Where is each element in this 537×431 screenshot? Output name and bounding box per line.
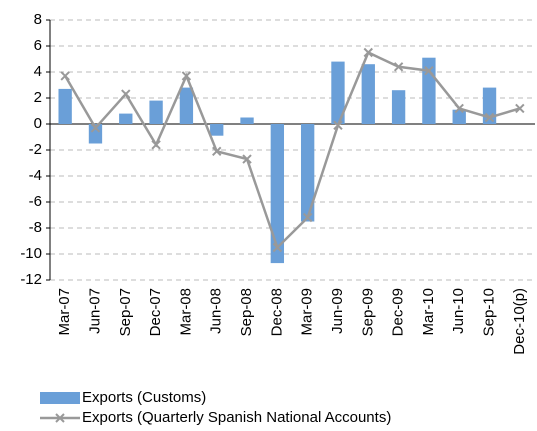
- x-tick-label: Jun-09: [329, 288, 346, 334]
- line-marker: [242, 154, 252, 164]
- y-tick-label: -12: [20, 271, 42, 288]
- legend-marker: [55, 413, 65, 423]
- x-tick-label: Jun-08: [208, 288, 225, 334]
- bar: [452, 109, 466, 124]
- line-marker: [151, 140, 161, 150]
- legend-label: Exports (Quarterly Spanish National Acco…: [82, 409, 391, 426]
- line-marker: [484, 112, 495, 123]
- bar: [179, 87, 194, 124]
- line-marker: [393, 62, 404, 72]
- bar: [391, 90, 406, 124]
- bar: [270, 124, 285, 264]
- x-tick-label: Dec-09: [390, 288, 407, 336]
- legend-label: Exports (Customs): [82, 389, 206, 406]
- line-marker: [272, 242, 283, 253]
- line-marker: [90, 123, 101, 133]
- line-marker: [212, 146, 222, 157]
- line-marker: [424, 65, 434, 76]
- line-marker: [60, 71, 70, 81]
- y-tick-label: -6: [29, 193, 42, 210]
- x-tick-label: Jun-10: [450, 288, 467, 334]
- x-tick-label: Sep-07: [117, 288, 134, 336]
- bar: [361, 64, 375, 124]
- line-marker: [181, 71, 192, 81]
- x-tick-label: Sep-08: [238, 288, 255, 336]
- x-tick-label: Dec-07: [147, 288, 164, 336]
- line-marker: [302, 212, 313, 223]
- bar: [88, 124, 103, 144]
- line-marker: [333, 120, 343, 131]
- x-tick-label: Sep-09: [359, 288, 376, 336]
- bar: [119, 113, 133, 124]
- bar: [210, 124, 224, 136]
- line-marker: [515, 103, 525, 114]
- x-tick-label: Jun-07: [86, 288, 103, 334]
- x-tick-label: Dec-08: [268, 288, 285, 336]
- x-tick-label: Mar-07: [56, 288, 73, 336]
- bar: [240, 117, 254, 124]
- bar: [300, 124, 315, 222]
- y-tick-label: -10: [20, 245, 42, 262]
- line: [64, 50, 521, 250]
- y-tick-label: -4: [29, 167, 42, 184]
- line-marker: [454, 103, 464, 114]
- x-tick-label: Dec-10(p): [511, 288, 528, 355]
- x-tick-label: Sep-10: [481, 288, 498, 336]
- y-tick-label: 0: [34, 115, 42, 132]
- x-tick-label: Mar-09: [299, 288, 316, 336]
- y-tick-label: 6: [34, 37, 42, 54]
- bar: [58, 88, 72, 124]
- bar: [149, 100, 163, 124]
- line-marker: [363, 47, 373, 58]
- y-tick-label: 4: [34, 63, 42, 80]
- y-tick-label: -2: [29, 141, 42, 158]
- y-tick-label: 2: [34, 89, 42, 106]
- y-tick-label: -8: [29, 219, 42, 236]
- x-tick-label: Mar-08: [177, 288, 194, 336]
- bar: [331, 61, 345, 124]
- y-tick-label: 8: [34, 11, 42, 28]
- bar: [422, 57, 436, 125]
- x-tick-label: Mar-10: [420, 288, 437, 336]
- line-marker: [121, 89, 131, 99]
- legend-swatch: [40, 392, 80, 404]
